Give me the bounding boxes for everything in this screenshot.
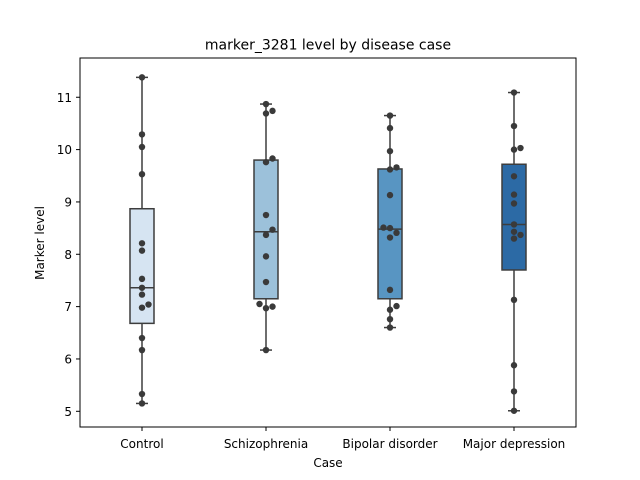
plot-area-frame: [79, 57, 577, 428]
y-tick-label: 11: [57, 91, 72, 105]
data-point: [138, 275, 146, 283]
data-point: [138, 247, 146, 254]
data-point: [262, 100, 270, 108]
data-point: [138, 390, 146, 398]
y-axis-label: Marker level: [33, 206, 47, 280]
data-point: [138, 284, 146, 291]
data-point: [386, 147, 394, 155]
data-point: [386, 306, 394, 313]
data-point: [262, 158, 270, 166]
data-point: [262, 304, 270, 312]
data-point: [145, 301, 152, 308]
x-axis-label: Case: [313, 456, 342, 470]
data-point: [386, 234, 394, 241]
data-point: [256, 300, 263, 308]
data-point: [138, 131, 146, 138]
y-tick-label: 7: [64, 300, 72, 314]
x-tick-label: Major depression: [463, 437, 566, 451]
data-point: [138, 240, 146, 247]
data-point: [510, 173, 518, 180]
data-point: [510, 146, 518, 153]
data-point: [510, 388, 518, 395]
data-point: [386, 324, 394, 331]
data-point: [510, 89, 518, 96]
x-tick-label: Schizophrenia: [224, 437, 308, 451]
data-point: [269, 303, 276, 310]
data-point: [510, 407, 518, 414]
data-point: [138, 304, 146, 311]
data-point: [386, 112, 394, 119]
data-point: [510, 296, 518, 304]
data-point: [138, 170, 146, 178]
data-point: [262, 346, 270, 354]
data-point: [386, 286, 394, 294]
data-point: [510, 122, 518, 130]
data-point: [510, 191, 518, 198]
data-point: [510, 362, 518, 369]
data-point: [380, 224, 387, 231]
data-point: [138, 334, 146, 342]
y-tick-label: 8: [64, 248, 72, 262]
data-point: [386, 224, 394, 232]
data-point: [269, 155, 276, 162]
data-point: [386, 191, 394, 199]
x-tick-label: Control: [120, 437, 163, 451]
data-point: [517, 231, 524, 239]
data-point: [269, 226, 276, 233]
data-point: [393, 229, 400, 237]
data-point: [262, 278, 270, 286]
data-point: [510, 235, 518, 242]
data-point: [386, 166, 394, 173]
box-major-depression: [501, 163, 527, 271]
data-point: [386, 124, 394, 132]
data-point: [393, 164, 400, 171]
data-point: [138, 346, 146, 354]
data-point: [517, 144, 524, 152]
y-tick-label: 10: [57, 143, 72, 157]
box-plot-series: [129, 76, 527, 412]
data-point: [262, 231, 270, 239]
y-tick-label: 9: [64, 195, 72, 209]
data-point: [269, 107, 276, 115]
x-tick-label: Bipolar disorder: [342, 437, 437, 451]
data-point: [138, 143, 146, 151]
chart-title: marker_3281 level by disease case: [205, 38, 451, 54]
data-point: [262, 211, 270, 219]
data-point: [138, 400, 146, 407]
data-point: [510, 228, 518, 235]
data-point: [138, 74, 146, 81]
data-point: [510, 221, 518, 228]
data-point: [138, 291, 146, 298]
data-point: [262, 253, 270, 260]
y-axis: 5 6 7 8 9 10 11: [57, 91, 80, 419]
x-axis: Control Schizophrenia Bipolar disorder Majo…: [120, 427, 565, 451]
y-tick-label: 6: [64, 352, 72, 366]
data-point: [262, 110, 270, 117]
strip-points: [138, 74, 524, 414]
data-point: [386, 315, 394, 323]
y-tick-label: 5: [64, 405, 72, 419]
data-point: [510, 200, 518, 207]
data-point: [393, 302, 400, 310]
